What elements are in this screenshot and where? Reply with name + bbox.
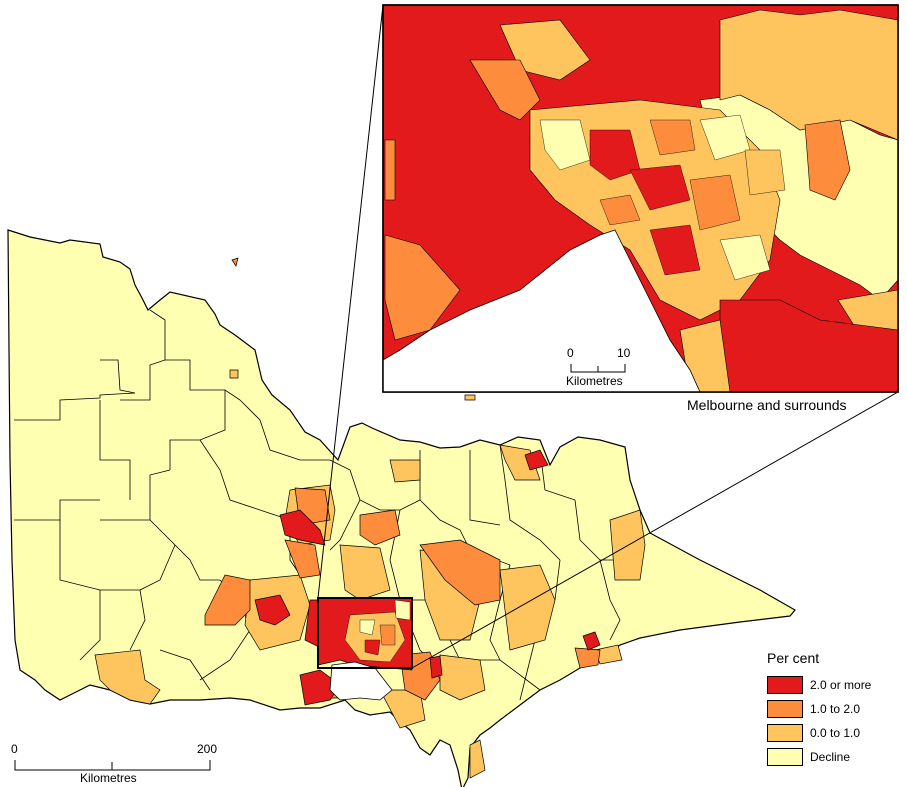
metro-detail [344,599,411,663]
legend-item-low: 0.0 to 1.0 [767,721,871,745]
legend-item-high: 2.0 or more [767,673,871,697]
inset-bay [382,229,701,393]
main-scale-unit: Kilometres [80,771,137,785]
inset-connector-right [411,391,899,669]
regions-mid-growth [204,257,601,701]
legend-swatch-decline [767,748,803,766]
inset-scale-bar [570,364,626,373]
legend-label: 0.0 to 1.0 [810,726,861,740]
inset-scale-start: 0 [567,346,574,360]
inset-locator-box [317,597,413,669]
inset-map [382,4,899,393]
main-scale-bar [14,760,211,771]
legend-swatch-low [767,724,803,742]
inset-connector-left [317,4,384,599]
legend-item-decline: Decline [767,745,871,769]
legend-item-mid: 1.0 to 2.0 [767,697,871,721]
victoria-state-shape [7,229,796,787]
legend-label: 1.0 to 2.0 [810,702,861,716]
legend-swatch-high [767,676,803,694]
legend: Per cent 2.0 or more 1.0 to 2.0 0.0 to 1… [767,650,871,769]
inset-scale-unit: Kilometres [566,374,623,388]
inset-caption: Melbourne and surrounds [687,397,847,413]
inset-scale-end: 10 [617,346,631,360]
legend-swatch-mid [767,700,803,718]
legend-label: Decline [810,750,851,764]
legend-label: 2.0 or more [810,678,872,692]
main-scale-start: 0 [11,742,18,756]
legend-title: Per cent [767,650,820,666]
main-scale-end: 200 [197,742,218,756]
port-phillip-bay [329,661,393,701]
